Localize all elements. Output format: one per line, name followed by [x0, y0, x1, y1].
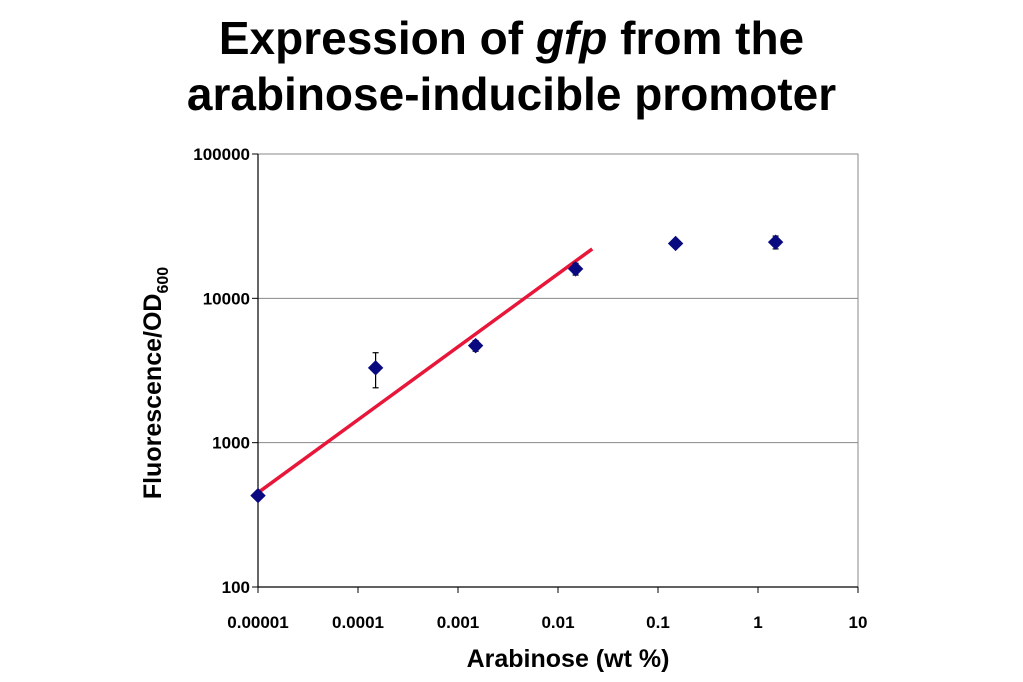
axes: 100 1000 10000 100000 0.00001 0.0001 0.001 0.01… — [193, 145, 867, 632]
x-axis-label: Arabinose (wt %) — [467, 645, 670, 673]
x-tick-label: 1 — [753, 613, 762, 632]
data-points — [250, 234, 784, 504]
chart-title-italic-gene: gfp — [535, 12, 608, 64]
y-tick-label: 1000 — [212, 434, 250, 453]
y-tick-label: 100 — [222, 578, 250, 597]
x-tick-label: 0.01 — [541, 613, 574, 632]
data-point — [567, 261, 584, 277]
data-point — [667, 235, 684, 252]
x-tick-label: 0.1 — [646, 613, 670, 632]
y-tick-label: 100000 — [193, 145, 250, 164]
y-axis-label: Fluorescence/OD600 — [139, 267, 172, 499]
x-tick-label: 0.001 — [437, 613, 480, 632]
y-axis-label-subscript: 600 — [155, 267, 172, 294]
plot-frame — [257, 153, 859, 588]
chart-title-line-1: Expression of gfp from the — [0, 10, 1023, 66]
y-tick-label: 10000 — [203, 289, 250, 308]
chart-title-part: from the — [607, 12, 805, 64]
chart-title: Expression of gfp from the arabinose-ind… — [0, 10, 1023, 122]
x-tick-label: 10 — [849, 613, 868, 632]
data-point — [367, 360, 384, 376]
fit-line — [256, 247, 594, 495]
x-tick-label: 0.0001 — [332, 613, 384, 632]
data-point — [767, 234, 784, 250]
x-tick-label: 0.00001 — [227, 613, 288, 632]
fit-line-group — [256, 247, 594, 495]
data-point — [467, 337, 484, 354]
chart-title-line-2: arabinose-inducible promoter — [186, 68, 837, 120]
gridlines — [258, 297, 858, 444]
data-point — [250, 487, 266, 504]
y-axis-label-main: Fluorescence/OD — [139, 294, 167, 500]
chart-title-part: Expression of — [218, 12, 536, 64]
